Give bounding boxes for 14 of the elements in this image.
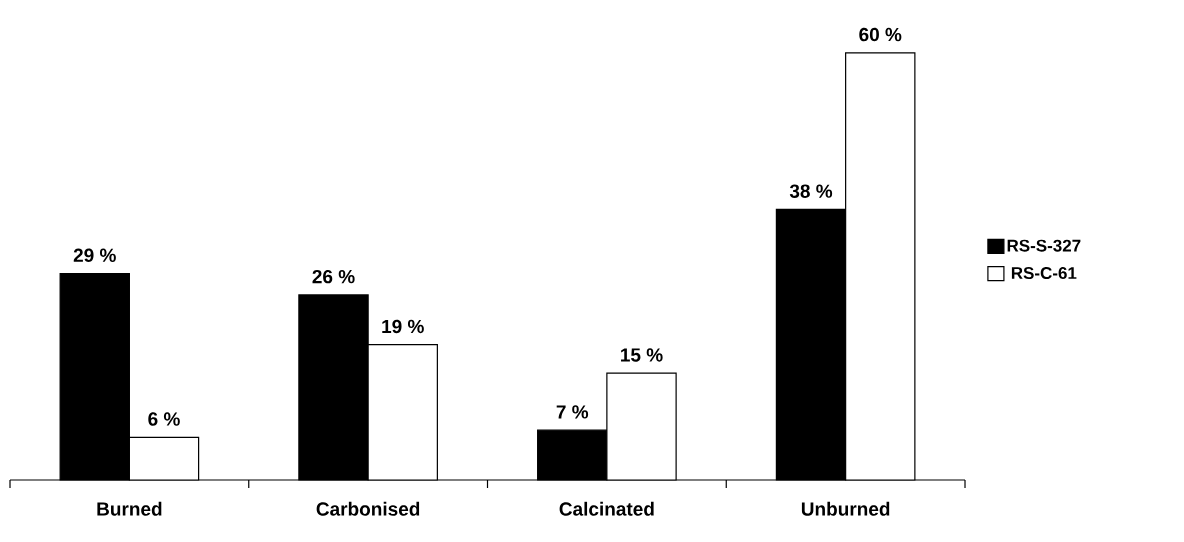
x-tick-label: Unburned: [801, 501, 890, 516]
data-label: 38 %: [789, 184, 833, 198]
data-label: 6 %: [148, 412, 180, 426]
data-label: 7 %: [556, 405, 589, 419]
x-tick-label: Burned: [97, 501, 162, 516]
x-tick-label: Carbonised: [316, 501, 420, 516]
legend-label: RS-C-61: [1011, 267, 1077, 280]
data-label: 19 %: [382, 319, 424, 334]
data-label: 60 %: [859, 27, 902, 42]
data-label: 26 %: [312, 269, 355, 284]
x-tick-label: Calcinated: [559, 501, 654, 516]
data-label: 29 %: [73, 248, 116, 262]
legend-label: RS-S-327: [1007, 239, 1081, 252]
data-label: 15 %: [621, 348, 663, 362]
